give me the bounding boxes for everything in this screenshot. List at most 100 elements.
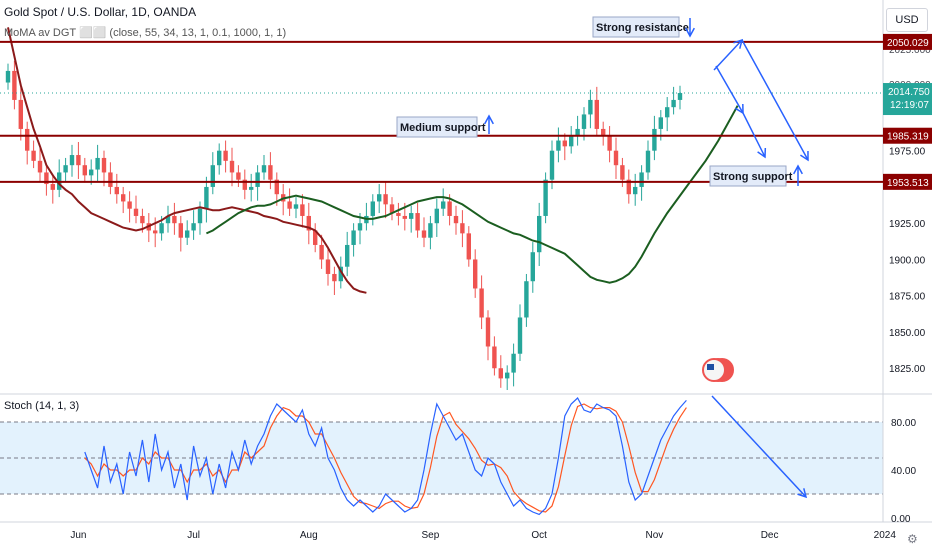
candle-body — [370, 201, 375, 216]
projection-arrow-head — [797, 488, 808, 499]
candle-body — [492, 346, 497, 369]
time-tick-label: 2024 — [874, 530, 897, 541]
level-price-label: 1985.319 — [887, 132, 929, 143]
annotation-box — [709, 165, 787, 187]
candle-body — [345, 244, 350, 267]
gear-icon[interactable]: ⚙ — [907, 532, 918, 546]
candle-body — [325, 259, 331, 274]
stoch-tick-label: 40.00 — [891, 466, 916, 477]
time-tick-label: Oct — [531, 530, 547, 541]
candle-body — [383, 194, 388, 205]
countdown-label: 12:19:07 — [890, 100, 929, 111]
price-tick-label: 1975.00 — [889, 147, 926, 158]
candle-body — [447, 201, 452, 216]
us-flag-icon — [707, 364, 714, 370]
price-tick-label: 1925.00 — [889, 219, 926, 230]
time-tick-label: Dec — [761, 530, 779, 541]
candle-body — [114, 186, 119, 195]
projection-arrow — [713, 39, 743, 71]
annotation-label: Medium support — [400, 122, 486, 134]
candle-body — [421, 230, 427, 238]
candle-body — [428, 223, 433, 238]
candle-body — [396, 213, 401, 216]
candle-body — [645, 150, 651, 173]
candle-body — [197, 208, 203, 224]
candle-body — [543, 179, 548, 216]
candle-body — [306, 215, 311, 231]
candle-body — [50, 184, 55, 190]
candle-body — [172, 215, 177, 224]
price-tick-label: 2025.000 — [889, 45, 931, 56]
candle-body — [677, 93, 683, 100]
candle-body — [505, 372, 510, 379]
candle-body — [479, 288, 484, 318]
candle-body — [537, 215, 542, 253]
candle-body — [293, 204, 299, 209]
candle-body — [159, 223, 164, 234]
candle-body — [249, 186, 254, 190]
annotation-label: Strong support — [713, 171, 793, 183]
candle-body — [633, 186, 638, 195]
candle-body — [255, 172, 260, 187]
annotation-box — [396, 116, 478, 138]
candle-body — [601, 128, 606, 137]
candle-body — [223, 150, 228, 161]
candle-body — [217, 150, 222, 166]
time-tick-label: Nov — [646, 530, 664, 541]
candle-body — [652, 128, 657, 151]
time-tick-label: Jun — [70, 530, 86, 541]
candle-body — [108, 172, 113, 187]
time-tick-label: Jul — [187, 530, 200, 541]
candle-body — [402, 215, 407, 219]
candle-body — [453, 215, 459, 224]
candle-body — [588, 99, 593, 115]
time-tick-label: Sep — [422, 530, 440, 541]
candle-body — [434, 208, 439, 224]
candle-body — [556, 140, 561, 151]
candle-body — [242, 179, 247, 190]
candle-body — [37, 160, 43, 173]
annotation-box — [592, 16, 680, 38]
candle-body — [460, 223, 465, 234]
candle-body — [229, 160, 235, 173]
candle-body — [613, 150, 619, 166]
candle-body — [517, 317, 523, 354]
candle-body — [76, 155, 81, 166]
candle-body — [5, 70, 11, 83]
annotation-label: Strong resistance — [596, 22, 689, 34]
candle-body — [594, 99, 599, 129]
candle-body — [127, 201, 132, 209]
candle-body — [133, 208, 139, 216]
candle-body — [498, 368, 503, 379]
candle-body — [549, 150, 555, 180]
candle-body — [575, 128, 580, 137]
candle-body — [511, 353, 516, 373]
price-tick-label: 1900.00 — [889, 255, 926, 266]
candle-body — [63, 165, 68, 173]
level-price-tag — [883, 173, 932, 190]
candle-body — [377, 194, 382, 202]
candle-body — [191, 223, 196, 231]
candle-body — [44, 172, 49, 185]
currency-button[interactable]: USD — [886, 8, 928, 32]
time-tick-label: Aug — [300, 530, 318, 541]
candle-body — [268, 165, 273, 180]
candle-body — [89, 169, 94, 176]
price-tick-label: 1875.00 — [889, 292, 926, 303]
price-tick-label: 1825.00 — [889, 364, 926, 375]
candle-body — [338, 266, 343, 282]
ma-line-red — [7, 27, 367, 294]
stoch-tick-label: 0.00 — [891, 514, 911, 525]
candle-body — [153, 230, 158, 234]
candle-body — [351, 230, 356, 245]
indicator-label[interactable]: MoMA av DGT ⬜⬜ (close, 55, 34, 13, 1, 0.… — [4, 27, 287, 39]
candle-body — [665, 107, 670, 118]
candle-body — [319, 244, 324, 260]
candle-body — [581, 114, 587, 129]
candle-body — [466, 233, 471, 260]
candle-body — [210, 165, 215, 187]
candle-body — [524, 281, 529, 318]
candle-body — [69, 155, 75, 166]
candle-body — [313, 230, 318, 245]
